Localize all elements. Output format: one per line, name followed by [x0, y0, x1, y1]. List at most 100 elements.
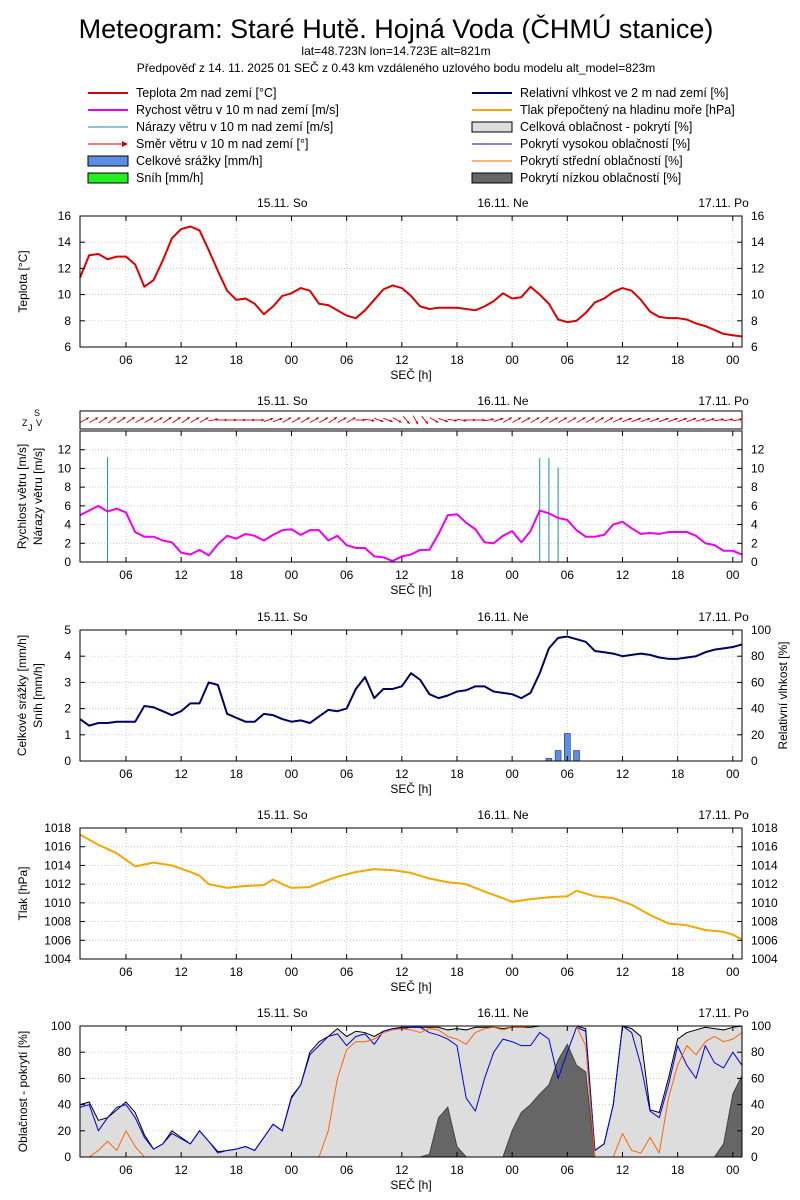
x-tick-label: 12 — [174, 568, 188, 582]
y-tick-label: 3 — [64, 675, 71, 689]
legend-label: Pokrytí střední oblačností [%] — [520, 154, 683, 168]
y-tick-label-right: 8 — [751, 480, 758, 494]
legend-label: Pokrytí nízkou oblačností [%] — [520, 171, 681, 185]
day-label: 16.11. Ne — [477, 808, 528, 822]
y-tick-label-right: 16 — [751, 209, 765, 223]
y-tick-label: 1 — [64, 728, 71, 742]
x-tick-label: 00 — [505, 1163, 519, 1177]
wind-arrowhead — [95, 417, 99, 421]
y-tick-label: 14 — [58, 235, 72, 249]
y-tick-label: 40 — [58, 1098, 72, 1112]
x-tick-label: 00 — [726, 353, 740, 367]
wind-arrowhead — [279, 417, 283, 421]
x-tick-label: 12 — [395, 767, 409, 781]
x-tick-label: 00 — [726, 767, 740, 781]
plot-frame — [79, 430, 743, 563]
x-tick-label: 18 — [450, 353, 464, 367]
day-label: 16.11. Ne — [477, 610, 528, 624]
wind-arrowhead — [168, 417, 172, 420]
y-tick-label: 1012 — [44, 877, 71, 891]
x-tick-label: 12 — [616, 1163, 630, 1177]
y-tick-label: 8 — [64, 314, 71, 328]
x-tick-label: 18 — [450, 965, 464, 979]
x-tick-label: 06 — [561, 1163, 575, 1177]
wind-arrowhead — [261, 418, 265, 422]
wind-arrowhead — [243, 418, 246, 422]
wind-arrowhead — [288, 417, 292, 421]
wind-arrowhead — [711, 417, 715, 421]
legend-item: Sníh [mm/h] — [87, 171, 203, 185]
y-tick-label: 1004 — [44, 952, 71, 966]
legend-item: Rychost větru v 10 m nad zemí [m/s] — [88, 103, 339, 117]
wind-direction-letter: J — [28, 423, 33, 433]
wind-arrowhead — [508, 417, 512, 421]
y-tick-label-right: 1018 — [751, 821, 778, 835]
x-axis-label: SEČ [h] — [390, 367, 431, 382]
x-tick-label: 00 — [726, 1163, 740, 1177]
legend-label: Teplota 2m nad zemí [°C] — [136, 86, 276, 100]
legend-box-swatch — [87, 172, 129, 184]
y-tick-label-right: 12 — [751, 261, 765, 275]
x-tick-label: 18 — [671, 1163, 685, 1177]
wind-arrowhead — [702, 417, 706, 421]
x-tick-label: 00 — [505, 568, 519, 582]
y-tick-label: 1016 — [44, 840, 71, 854]
page-title: Meteogram: Staré Hutě. Hojná Voda (ČHMÚ … — [79, 13, 714, 44]
y-tick-label-right: 1014 — [751, 858, 778, 872]
wind-arrowhead — [491, 418, 495, 422]
legend-item: Tlak přepočtený na hladinu moře [hPa] — [472, 103, 735, 117]
wind-direction-frame — [79, 410, 743, 430]
legend-label: Rychost větru v 10 m nad zemí [m/s] — [136, 103, 339, 117]
y-tick-label: 1014 — [44, 858, 71, 872]
x-tick-label: 06 — [119, 568, 133, 582]
wind-arrowhead — [150, 417, 154, 421]
y-tick-label-right: 20 — [751, 1124, 765, 1138]
wind-arrowhead — [425, 420, 429, 424]
plot-frame — [79, 629, 743, 762]
wind-arrowhead — [656, 417, 660, 421]
wind-arrowhead — [315, 417, 319, 421]
wind-arrowhead — [159, 417, 163, 421]
x-tick-label: 00 — [726, 568, 740, 582]
wind-arrowhead — [343, 417, 347, 421]
x-tick-label: 06 — [340, 1163, 354, 1177]
legend-item: Pokrytí střední oblačností [%] — [472, 154, 683, 168]
wind-arrowhead — [141, 417, 145, 421]
wind-arrowhead — [739, 418, 743, 422]
y-axis-label: Celkové srážky [mm/h] — [15, 635, 29, 756]
y-tick-label: 5 — [64, 623, 71, 637]
y-tick-label-right: 100 — [751, 1019, 771, 1033]
day-label: 15.11. So — [257, 1006, 308, 1020]
wind-arrowhead — [113, 417, 117, 420]
wind-arrowhead — [591, 417, 595, 421]
x-tick-label: 00 — [285, 568, 299, 582]
day-label: 17.11. Po — [698, 1006, 749, 1020]
y-tick-label: 100 — [51, 1019, 71, 1033]
wind-arrowhead — [637, 417, 641, 421]
series-line-teplota — [79, 225, 743, 338]
y-tick-label-right: 60 — [751, 675, 765, 689]
x-tick-label: 12 — [616, 965, 630, 979]
wind-arrowhead — [683, 417, 687, 421]
x-tick-label: 12 — [395, 1163, 409, 1177]
precip-bar — [573, 750, 580, 762]
wind-arrowhead — [463, 418, 467, 422]
x-tick-label: 12 — [395, 353, 409, 367]
x-tick-label: 18 — [230, 353, 244, 367]
y-tick-label: 6 — [64, 499, 71, 513]
legend-label: Sníh [mm/h] — [136, 171, 203, 185]
legend-item: Celková oblačnost - pokrytí [%] — [471, 120, 692, 134]
wind-arrowhead — [473, 418, 476, 422]
wind-arrowhead — [177, 417, 181, 420]
legend-box-swatch — [471, 121, 513, 133]
y-tick-label-right: 100 — [751, 623, 771, 637]
y-tick-label: 2 — [64, 702, 71, 716]
y-tick-label-right: 4 — [751, 518, 758, 532]
x-tick-label: 06 — [340, 965, 354, 979]
y-tick-label-right: 1012 — [751, 877, 778, 891]
y-tick-label-right: 0 — [751, 1150, 758, 1164]
x-tick-label: 18 — [230, 767, 244, 781]
y-tick-label: 4 — [64, 518, 71, 532]
forecast-info: Předpověď z 14. 11. 2025 01 SEČ z 0.43 k… — [137, 60, 656, 75]
